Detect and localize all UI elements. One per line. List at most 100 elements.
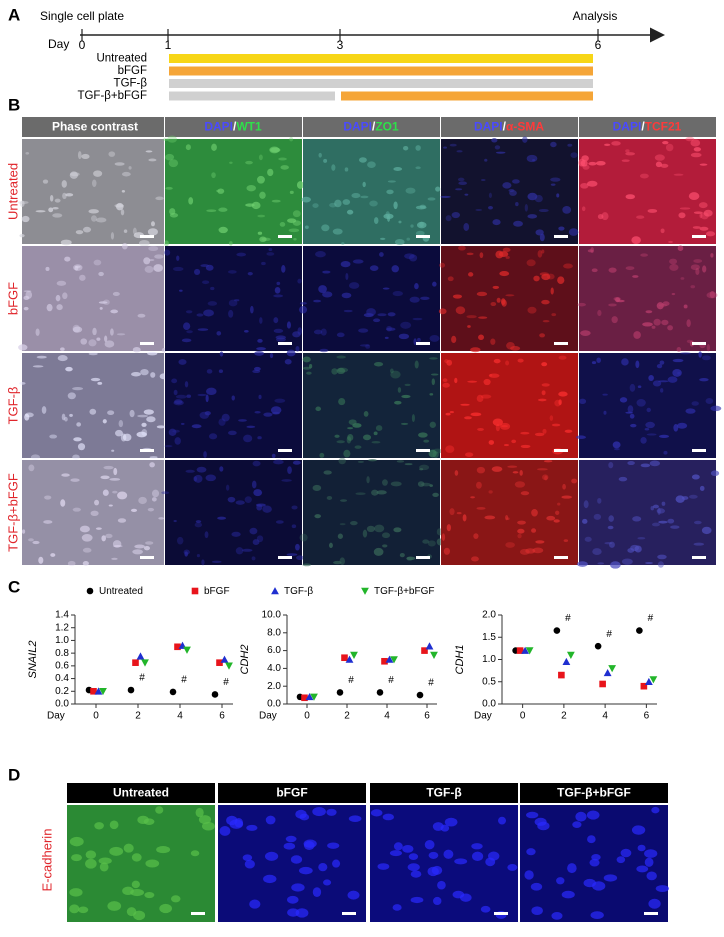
texture	[107, 410, 115, 416]
data-point	[216, 659, 223, 666]
texture	[583, 500, 589, 509]
texture	[144, 265, 154, 273]
texture	[108, 504, 113, 507]
nucleus	[437, 880, 446, 890]
texture	[172, 429, 180, 433]
scale-bar	[416, 556, 430, 559]
texture	[618, 476, 628, 482]
y-tick-label: 4.0	[267, 663, 281, 674]
texture	[685, 408, 696, 414]
texture	[371, 440, 381, 444]
texture	[373, 547, 384, 556]
texture	[542, 428, 547, 434]
column-header: DAPI/WT1	[204, 120, 262, 134]
nucleus	[648, 898, 661, 909]
texture	[505, 256, 510, 259]
texture	[217, 516, 227, 520]
legend-marker	[271, 587, 279, 595]
data-point	[562, 657, 571, 666]
texture	[693, 259, 703, 263]
texture	[362, 434, 372, 441]
texture	[329, 202, 337, 208]
texture	[347, 427, 354, 430]
texture	[387, 180, 396, 183]
y-tick-label: 6.0	[267, 645, 281, 656]
texture	[164, 240, 169, 247]
nucleus	[507, 863, 518, 871]
texture	[427, 197, 436, 201]
y-tick-label: 0.2	[55, 686, 69, 697]
column-header: TGF-β	[426, 786, 461, 800]
texture	[526, 154, 538, 163]
texture	[410, 224, 414, 228]
nucleus	[526, 811, 539, 819]
texture	[297, 278, 302, 284]
texture	[121, 171, 131, 177]
nucleus	[480, 905, 491, 913]
y-tick-label: 0.6	[55, 660, 69, 671]
texture	[225, 484, 230, 491]
nucleus	[264, 851, 279, 861]
texture	[476, 394, 484, 403]
texture	[479, 252, 484, 259]
texture	[81, 153, 90, 160]
texture	[669, 258, 678, 265]
texture	[185, 469, 195, 473]
panel-letter: A	[8, 5, 20, 24]
texture	[32, 540, 40, 545]
texture	[75, 230, 84, 235]
texture	[611, 141, 621, 146]
texture	[662, 141, 669, 145]
texture	[35, 210, 46, 213]
texture	[60, 239, 72, 246]
micrograph	[165, 460, 302, 565]
scale-bar	[278, 449, 292, 452]
y-tick-label: 2.0	[267, 681, 281, 692]
texture	[112, 490, 118, 494]
nucleus	[78, 906, 89, 914]
texture	[420, 296, 430, 301]
texture	[151, 489, 160, 498]
texture	[110, 309, 119, 314]
column-header-bg	[67, 783, 215, 803]
texture	[415, 166, 421, 170]
texture	[132, 346, 141, 353]
texture	[234, 299, 240, 302]
texture	[136, 431, 147, 438]
texture	[149, 462, 155, 468]
texture	[323, 470, 332, 475]
texture	[456, 150, 463, 153]
texture	[705, 397, 714, 405]
texture	[337, 367, 349, 373]
texture	[319, 348, 329, 353]
texture	[147, 507, 155, 512]
texture	[535, 540, 545, 544]
treatment-label: TGF-β+bFGF	[77, 90, 147, 102]
texture	[28, 464, 35, 472]
texture	[319, 452, 325, 458]
scale-bar	[554, 556, 568, 559]
texture	[337, 533, 343, 539]
texture	[608, 462, 614, 469]
micrograph	[165, 139, 302, 244]
data-point	[211, 691, 219, 698]
nucleus	[427, 866, 439, 877]
texture	[368, 459, 377, 462]
texture	[644, 428, 650, 431]
texture	[197, 393, 207, 397]
texture	[653, 318, 661, 326]
texture	[101, 535, 106, 542]
texture	[591, 361, 597, 365]
texture	[98, 271, 104, 277]
texture	[148, 258, 155, 262]
texture	[273, 328, 284, 334]
texture	[514, 481, 526, 488]
texture	[602, 393, 608, 396]
texture	[284, 359, 292, 365]
texture	[289, 190, 294, 195]
texture	[291, 524, 297, 529]
texture	[306, 371, 312, 375]
texture	[334, 199, 342, 208]
texture	[343, 449, 351, 458]
texture	[398, 220, 402, 224]
